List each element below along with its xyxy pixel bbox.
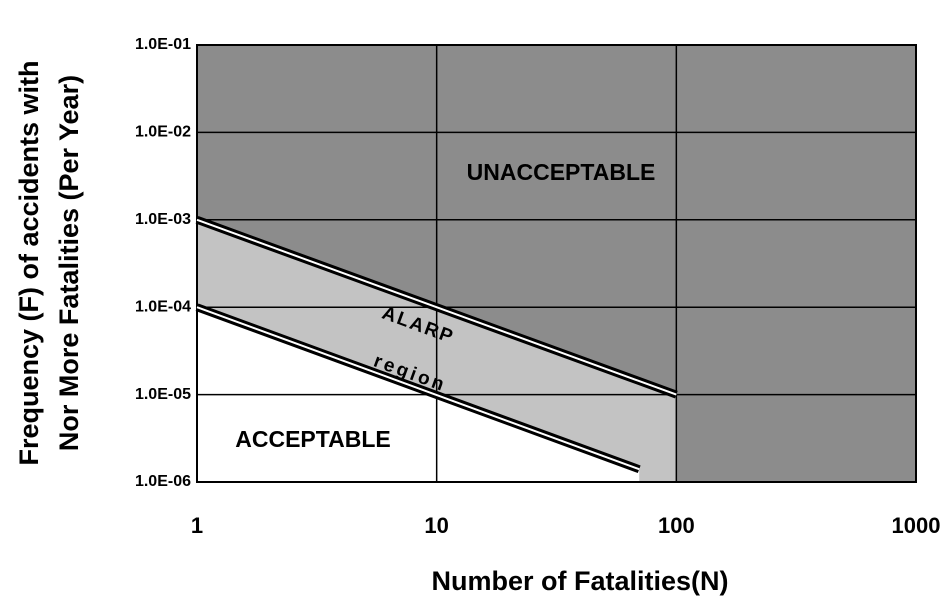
x-tick-label: 100 [658,513,695,538]
x-tick-label: 10 [424,513,448,538]
limit-line-gap [196,218,677,396]
y-tick-label: 1.0E-04 [135,298,191,315]
x-tick-label: 1000 [892,513,941,538]
annotation: UNACCEPTABLE [467,159,656,185]
x-tick-label: 1 [191,513,203,538]
x-axis-title: Number of Fatalities(N) [431,566,728,596]
plot-frame [196,44,917,483]
y-tick-label: 1.0E-01 [135,36,191,53]
y-axis-title: Frequency (F) of accidents with [14,60,44,465]
y-tick-label: 1.0E-06 [135,473,191,490]
y-tick-label: 1.0E-03 [135,211,191,228]
y-tick-label: 1.0E-02 [135,124,191,141]
annotation: ACCEPTABLE [235,426,390,452]
limit-line-gap [196,306,640,471]
y-tick-label: 1.0E-05 [135,386,191,403]
region-unacceptable [197,45,916,482]
y-axis-title: Nor More Fatalities (Per Year) [54,75,84,451]
